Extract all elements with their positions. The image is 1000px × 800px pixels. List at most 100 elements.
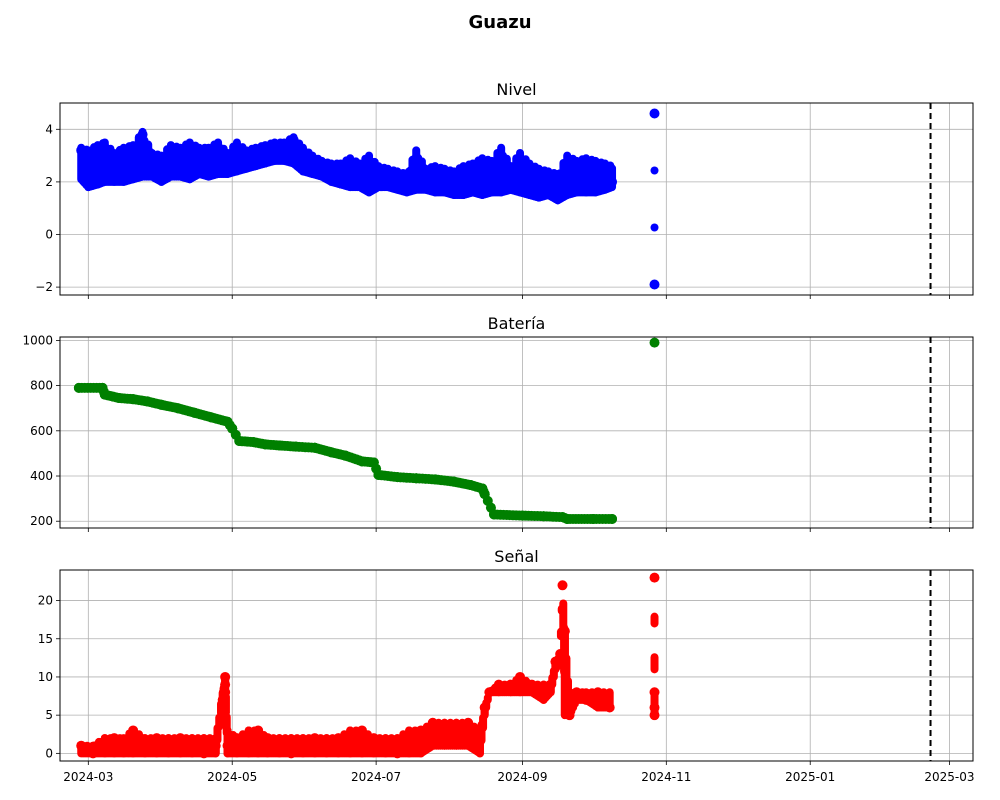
data-point (604, 702, 615, 713)
axes-frame (59, 336, 974, 529)
data-point (175, 166, 186, 177)
data-point (92, 163, 103, 174)
x-tick-label: 2024-03 (63, 770, 113, 784)
data-point (128, 725, 139, 736)
data-point (286, 748, 297, 759)
data-point (326, 166, 337, 177)
x-tick-label: 2024-07 (351, 770, 401, 784)
data-point (279, 145, 290, 156)
data-point (458, 176, 469, 187)
panel-bateria: Batería 200 400 600 800 1000 (22, 314, 974, 532)
data-point (439, 725, 450, 736)
data-point (163, 740, 174, 751)
y-tick-label: 15 (38, 632, 53, 646)
data-point (316, 163, 327, 174)
data-point (288, 134, 299, 145)
data-point (262, 733, 273, 744)
data-point (401, 179, 412, 190)
data-point (550, 656, 561, 667)
y-tick-label: 5 (45, 708, 53, 722)
y-tick-label: 200 (30, 514, 53, 528)
data-point (345, 740, 356, 751)
data-point (139, 740, 150, 751)
data-point (411, 155, 422, 166)
y-tick-label: 400 (30, 469, 53, 483)
data-point (564, 710, 575, 721)
data-point (505, 176, 516, 187)
y-tick-label: 10 (38, 670, 53, 684)
data-point (559, 626, 570, 637)
data-point (538, 687, 549, 698)
data-point (175, 733, 186, 744)
data-point (335, 169, 346, 180)
y-tick-label: 0 (45, 746, 53, 760)
data-point (590, 174, 601, 185)
data-point (373, 174, 384, 185)
data-point (543, 174, 554, 185)
figure-title: Guazu (468, 12, 532, 33)
data-point (592, 687, 603, 698)
data-point (496, 150, 507, 161)
y-tick-label: 20 (38, 594, 53, 608)
y-tick-label: −2 (35, 280, 53, 294)
data-point (220, 687, 231, 698)
data-point (253, 725, 264, 736)
data-point (515, 671, 526, 682)
data-point (309, 733, 320, 744)
data-point (649, 572, 660, 583)
data-point (451, 725, 462, 736)
data-point (380, 740, 391, 751)
data-point (321, 740, 332, 751)
data-point (354, 171, 365, 182)
data-point (99, 740, 110, 751)
x-tick-label: 2025-03 (924, 770, 974, 784)
data-point (231, 733, 242, 744)
data-point (187, 740, 198, 751)
data-point (109, 733, 120, 744)
data-point (382, 171, 393, 182)
data-point (274, 740, 285, 751)
data-point (368, 733, 379, 744)
data-point (213, 145, 224, 156)
y-tick-label: 2 (45, 175, 53, 189)
data-point (524, 171, 535, 182)
data-point (147, 158, 158, 169)
data-point (557, 580, 568, 591)
data-point (118, 740, 129, 751)
data-point (83, 155, 94, 166)
data-point (474, 733, 485, 744)
y-tick-label: 0 (45, 228, 53, 242)
data-point (439, 179, 450, 190)
data-point (297, 740, 308, 751)
data-point (562, 158, 573, 169)
data-point (649, 279, 660, 290)
data-point (649, 337, 660, 348)
y-tick-label: 600 (30, 424, 53, 438)
data-point (203, 161, 214, 172)
data-point (581, 694, 592, 705)
data-point (88, 748, 99, 759)
data-point (356, 725, 367, 736)
data-point (118, 166, 129, 177)
axes-frame (59, 569, 974, 762)
panel-title: Batería (488, 314, 546, 333)
data-point (241, 161, 252, 172)
data-point (165, 150, 176, 161)
panel-title: Señal (494, 547, 538, 566)
data-point (415, 725, 426, 736)
data-point (260, 147, 271, 158)
panel-senal: Señal 2024-03 2024-05 2024-07 2024-09 2024-11… (38, 547, 975, 784)
data-point (404, 733, 415, 744)
data-point (448, 174, 459, 185)
data-point (392, 748, 403, 759)
data-point (571, 687, 582, 698)
data-point (607, 513, 618, 524)
data-point (184, 140, 195, 151)
data-point (231, 150, 242, 161)
data-point (477, 163, 488, 174)
data-point (269, 142, 280, 153)
data-point (479, 702, 490, 713)
data-point (649, 702, 660, 713)
data-point (156, 163, 167, 174)
